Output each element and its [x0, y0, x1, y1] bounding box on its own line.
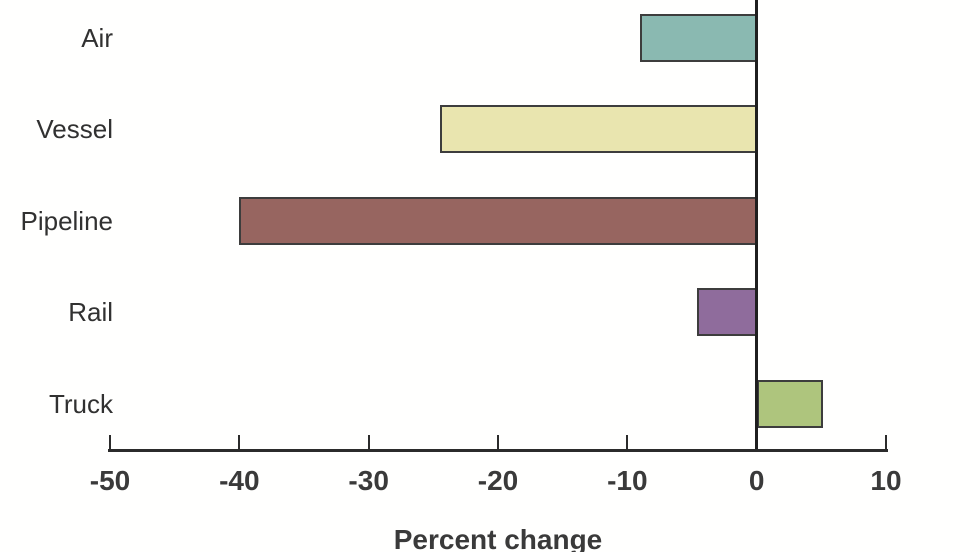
x-tick-pos10 — [885, 435, 887, 449]
x-tick-labels: -50 -40 -30 -20 -10 0 10 — [90, 465, 902, 498]
x-tick-neg50 — [109, 435, 111, 449]
x-tick-neg10 — [626, 435, 629, 449]
x-tick-label: -40 — [219, 465, 260, 496]
x-tick-label: -30 — [348, 465, 389, 496]
bar-air — [640, 14, 757, 62]
x-tick-label: 10 — [870, 465, 902, 496]
bar-pipeline — [239, 197, 757, 245]
plot-area — [108, 0, 888, 452]
category-label-vessel: Vessel — [36, 114, 113, 144]
bar-truck — [756, 380, 823, 428]
x-tick-label: 0 — [748, 465, 765, 496]
x-tick-label: -10 — [607, 465, 648, 496]
x-tick-neg20 — [497, 435, 499, 449]
x-tick-label: -20 — [477, 465, 519, 496]
zero-axis-line — [755, 0, 759, 452]
x-axis-line — [108, 449, 888, 452]
category-label-rail: Rail — [68, 297, 113, 327]
x-axis-title: Percent change — [393, 524, 603, 552]
x-tick-neg40 — [238, 435, 241, 449]
x-tick-label: -50 — [89, 465, 131, 496]
category-label-air: Air — [81, 23, 113, 53]
bar-rail — [697, 288, 757, 336]
bar-vessel — [439, 105, 757, 153]
category-label-pipeline: Pipeline — [20, 206, 113, 236]
category-label-truck: Truck — [48, 389, 113, 419]
x-tick-neg30 — [367, 435, 370, 449]
